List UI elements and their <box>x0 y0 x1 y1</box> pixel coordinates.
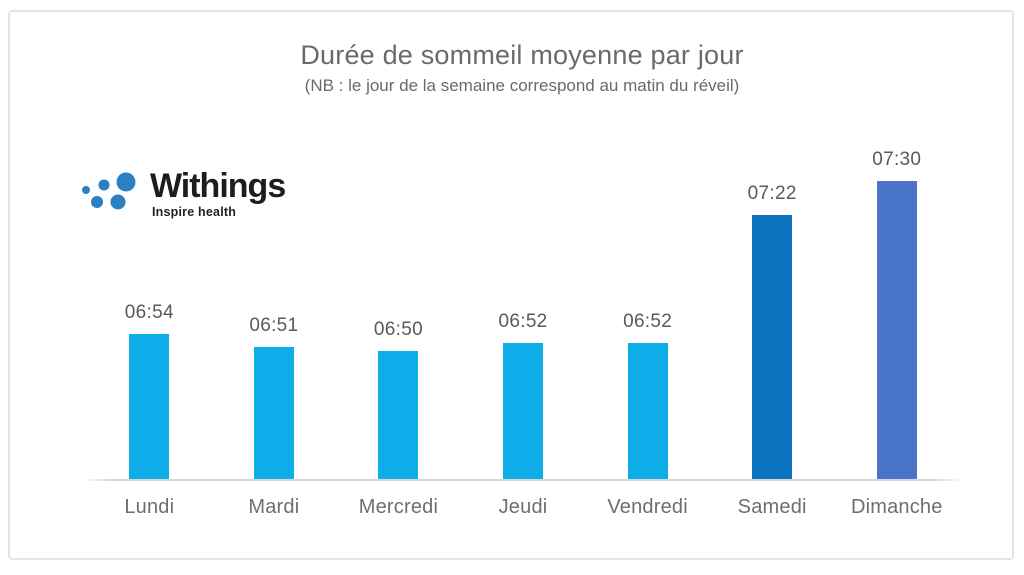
withings-dots-icon <box>82 172 136 210</box>
category-label-mardi: Mardi <box>248 496 300 518</box>
bar-jeudi <box>503 343 544 479</box>
category-label-samedi: Samedi <box>737 496 807 518</box>
bar-column-mercredi: 06:50 <box>336 138 461 479</box>
category-label-dimanche: Dimanche <box>850 496 943 518</box>
x-axis-line <box>82 479 963 481</box>
bar-column-mardi: 06:51 <box>212 138 337 479</box>
bar-dimanche <box>876 181 917 479</box>
category-label-vendredi: Vendredi <box>607 496 688 518</box>
bar-lundi <box>129 334 170 479</box>
value-label-jeudi: 06:52 <box>498 311 548 332</box>
value-label-mardi: 06:51 <box>249 315 299 336</box>
chart-subtitle: (NB : le jour de la semaine correspond a… <box>304 76 740 95</box>
withings-logo: Withings Inspire health <box>82 167 286 219</box>
bar-plot-area: 06:54 06:51 06:50 06:52 06:52 07:22 07:30 <box>87 138 959 479</box>
category-label-mercredi: Mercredi <box>358 496 439 518</box>
bar-column-dimanche: 07:30 <box>834 138 959 479</box>
value-label-dimanche: 07:30 <box>872 149 922 170</box>
bar-column-jeudi: 06:52 <box>461 138 586 479</box>
value-label-lundi: 06:54 <box>124 302 174 323</box>
bar-samedi <box>752 215 793 479</box>
bar-column-vendredi: 06:52 <box>585 138 710 479</box>
bar-mardi <box>253 347 294 479</box>
bar-vendredi <box>627 343 668 479</box>
chart-card: Durée de sommeil moyenne par jour (NB : … <box>8 10 1014 560</box>
category-label-lundi: Lundi <box>124 496 175 518</box>
withings-logo-text: Withings Inspire health <box>150 167 286 219</box>
value-label-mercredi: 06:50 <box>373 319 423 340</box>
chart-title: Durée de sommeil moyenne par jour <box>300 40 744 70</box>
bar-column-lundi: 06:54 <box>87 138 212 479</box>
value-label-samedi: 07:22 <box>747 183 797 204</box>
bar-mercredi <box>378 351 419 479</box>
withings-tagline: Inspire health <box>152 205 237 219</box>
category-label-jeudi: Jeudi <box>498 496 548 518</box>
x-axis-labels: Lundi Mardi Mercredi Jeudi Vendredi Samedi Dim… <box>87 496 959 519</box>
bar-column-samedi: 07:22 <box>710 138 835 479</box>
withings-brand-name: Withings <box>150 167 286 205</box>
value-label-vendredi: 06:52 <box>623 311 673 332</box>
